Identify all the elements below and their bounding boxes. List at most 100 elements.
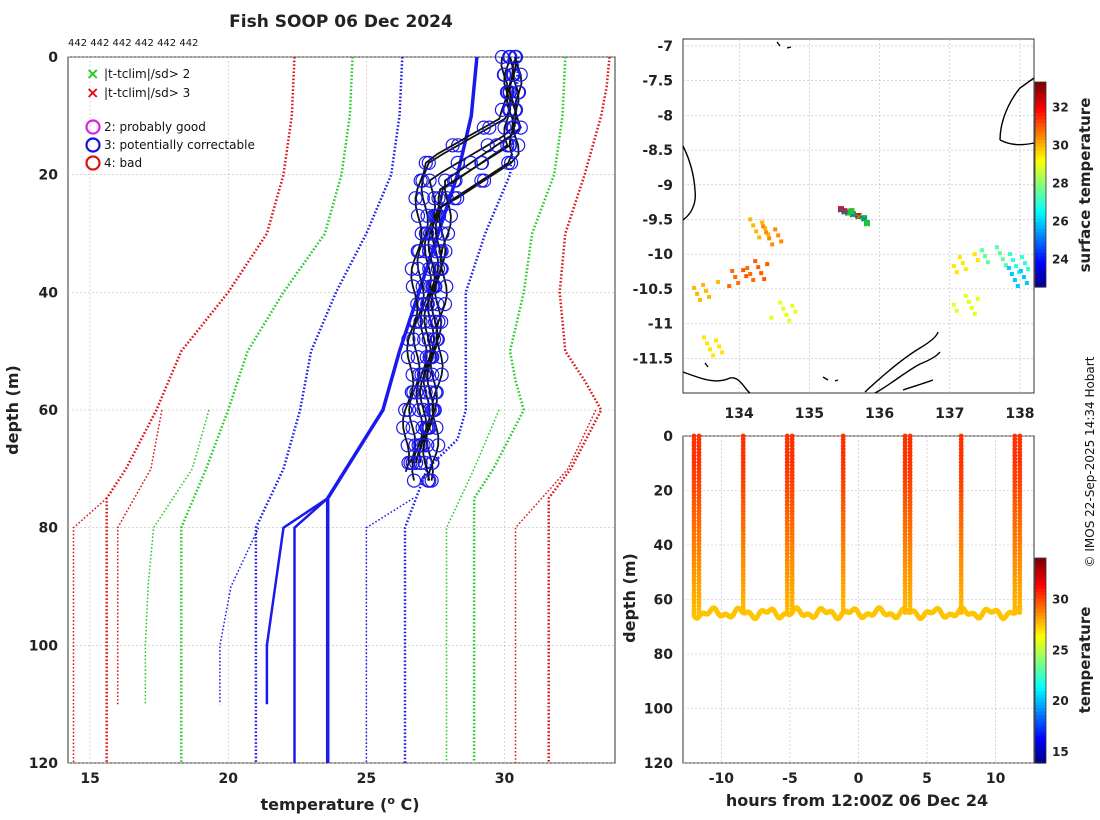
ts-cast-point xyxy=(907,554,913,560)
ts-cast-point xyxy=(902,528,908,534)
ts-cast-point xyxy=(691,564,697,570)
ts-cast-point xyxy=(958,597,964,602)
sst-cell xyxy=(759,271,764,276)
ts-cast-point xyxy=(691,499,697,504)
timeseries-y-ticks: 0 20 40 60 80 100 120 xyxy=(644,429,673,772)
climatology-min2-line xyxy=(144,409,210,705)
ts-cast-point xyxy=(840,499,846,504)
colorbar-segment xyxy=(1035,102,1046,107)
ts-cast-point xyxy=(691,544,697,550)
ts-cast-point xyxy=(1012,593,1018,599)
sst-cell xyxy=(1018,269,1023,273)
colorbar-segment xyxy=(1035,581,1046,586)
ts-cast-point xyxy=(789,499,795,504)
profile-header: 442 442 442 442 442 442 xyxy=(68,38,198,49)
cast-point xyxy=(426,261,441,276)
sst-cell xyxy=(769,315,774,320)
colorbar-tick-label: 20 xyxy=(1052,694,1069,708)
ts-cast-point xyxy=(740,541,746,547)
sst-cell xyxy=(997,251,1002,256)
ts-cast-point xyxy=(907,453,913,458)
ts-cast-point xyxy=(1017,593,1023,599)
sst-cell xyxy=(979,248,984,253)
ts-cast-point xyxy=(696,531,702,537)
cast-point xyxy=(404,385,419,400)
ts-cast-point xyxy=(840,472,846,478)
ts-cast-point xyxy=(740,570,746,576)
ts-cast-point xyxy=(902,541,908,547)
ts-cast-point xyxy=(740,564,746,570)
track-cross: × xyxy=(860,214,868,225)
ts-y-tick-label: 0 xyxy=(663,429,673,445)
cast-point xyxy=(425,455,440,470)
ts-cast-point xyxy=(784,466,790,472)
cast-point xyxy=(404,261,419,276)
ts-cast-point xyxy=(740,466,746,472)
ts-cast-point xyxy=(840,577,846,583)
ts-cast-point xyxy=(958,544,964,550)
ts-cast-point xyxy=(789,446,795,452)
ts-cast-point xyxy=(740,495,746,501)
colorbar-segment xyxy=(1035,215,1046,220)
sst-cell xyxy=(1026,267,1030,272)
map-y-tick-label: -11.5 xyxy=(633,351,673,367)
track-cross: × xyxy=(863,219,871,230)
ts-cast-point xyxy=(902,499,908,504)
ts-cast-point xyxy=(958,466,964,472)
ts-cast-point xyxy=(1017,531,1023,537)
colorbar-segment xyxy=(1035,160,1046,165)
ts-cast-point xyxy=(907,570,913,576)
ts-cast-point xyxy=(740,476,746,481)
map-y-tick-label: -11 xyxy=(648,317,673,333)
colorbar-segment xyxy=(1035,558,1046,563)
ts-cast-point xyxy=(789,479,795,485)
ts-cast-point xyxy=(1012,528,1018,534)
ts-cast-point xyxy=(1017,512,1023,517)
colorbar-segment xyxy=(1035,150,1046,155)
ts-cast-point xyxy=(1017,508,1023,514)
ts-cast-point xyxy=(784,531,790,537)
ts-cast-point xyxy=(1017,485,1023,491)
ts-cast-point xyxy=(784,521,790,527)
map-y-tick-label: -9.5 xyxy=(642,212,673,228)
sst-cell xyxy=(1003,263,1008,268)
ts-cast-point xyxy=(740,554,746,560)
ts-cast-point xyxy=(696,593,702,599)
ts-cast-point xyxy=(1017,538,1023,543)
ts-cast-point xyxy=(740,479,746,485)
climatology-max-line xyxy=(365,497,414,763)
ts-cast-point xyxy=(840,512,846,517)
ts-cast-point xyxy=(740,584,746,589)
colorbar-segment xyxy=(1035,140,1046,145)
sst-cell xyxy=(975,296,980,301)
ts-cast-point xyxy=(789,440,795,445)
colorbar-segment xyxy=(1035,728,1046,733)
sst-cell xyxy=(972,252,977,257)
cast-point xyxy=(421,332,436,347)
page-title: Fish SOOP 06 Dec 2024 xyxy=(229,12,453,32)
ts-cast-point xyxy=(696,443,702,449)
ts-cast-point xyxy=(902,453,908,458)
sst-cell xyxy=(770,242,775,247)
ts-cast-point xyxy=(907,564,913,570)
track-point xyxy=(848,208,855,215)
sst-cell xyxy=(707,294,712,299)
legend-label: |t-tclim|/sd> 3 xyxy=(104,86,190,100)
ts-cast-point xyxy=(907,574,913,579)
ts-cast-point xyxy=(691,479,697,485)
ts-cast-point xyxy=(1017,577,1023,583)
ts-cast-point xyxy=(840,587,846,593)
ts-cast-point xyxy=(958,518,964,524)
timeseries-x-ticks: -10 -5 0 5 10 xyxy=(709,771,1006,787)
ts-cast-point xyxy=(784,433,790,439)
timeseries-data xyxy=(691,433,1023,622)
ts-cast-point xyxy=(1017,479,1023,485)
cast-point xyxy=(422,420,437,435)
legend-circle-marker xyxy=(85,119,101,135)
ts-cast-point xyxy=(784,603,790,609)
ts-cast-point xyxy=(958,505,964,511)
ts-cast-point xyxy=(784,472,790,478)
ts-cast-point xyxy=(1017,440,1023,445)
ts-cast-point xyxy=(1017,603,1023,609)
